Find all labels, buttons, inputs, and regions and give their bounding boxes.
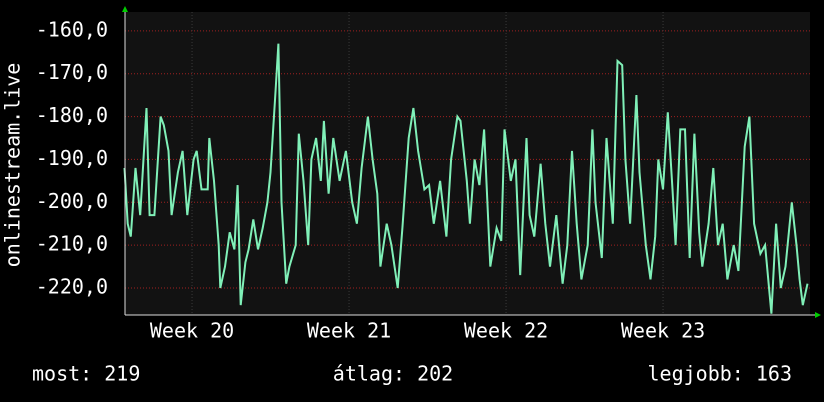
x-tick-label: Week 23 [621,319,705,343]
plot-area [125,12,810,315]
y-tick-label: -220,0 [36,275,108,299]
y-tick-label: -200,0 [36,189,108,213]
x-arrow [815,312,821,318]
x-tick-label: Week 20 [150,319,234,343]
x-tick-label: Week 21 [307,319,391,343]
y-arrow [122,6,128,12]
y-tick-label: -180,0 [36,103,108,127]
y-tick-label: -160,0 [36,17,108,41]
footer-best: legjobb: 163 [648,362,793,386]
x-tick-label: Week 22 [464,319,548,343]
y-tick-label: -210,0 [36,232,108,256]
y-axis-label: onlinestream.live [1,63,25,268]
series-line [123,43,809,314]
y-tick-label: -190,0 [36,146,108,170]
y-tick-label: -170,0 [36,60,108,84]
plot [123,43,809,314]
footer-average: átlag: 202 [333,362,453,386]
footer-current: most: 219 [32,362,140,386]
